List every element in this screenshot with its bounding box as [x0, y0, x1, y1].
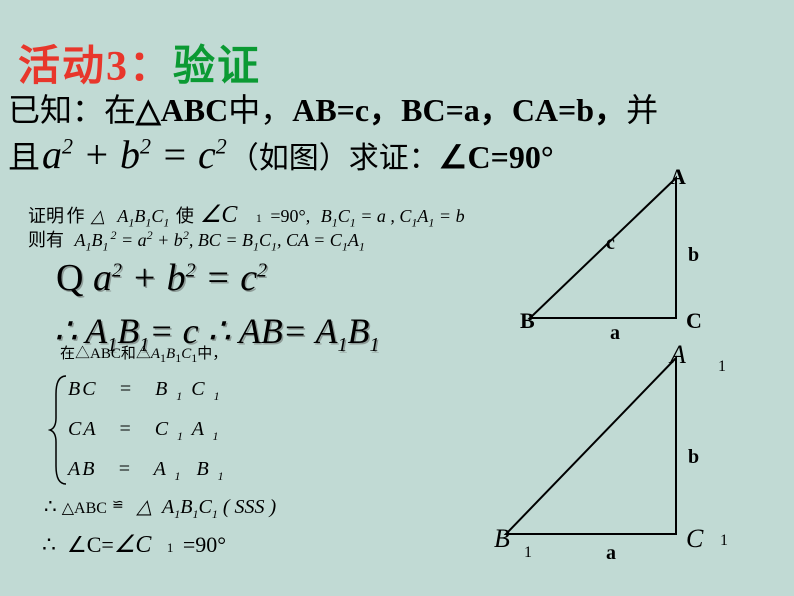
proof-delta: △ [91, 206, 105, 226]
tri2-C-sub: 1 [720, 532, 728, 550]
tri1-B: B [520, 308, 535, 334]
proof-make-angle: 使 ∠C [176, 206, 238, 226]
given-bc: BC=a， [401, 92, 512, 128]
brace-equations: BC = B 1 C 1 CA = C 1 A 1 AB = A 1 B 1 [68, 378, 226, 498]
tri2-a: a [606, 542, 616, 565]
proof-line2-math: A1B12 = a2 + b2, BC = B1C1, CA = C1A1 [75, 230, 365, 250]
slide-title: 活动3：验证 [18, 32, 261, 93]
given-ca: CA=b， [512, 92, 626, 128]
triangle-2 [506, 358, 676, 534]
given-line1: 已知：在△ABC中，AB=c，BC=a，CA=b，并 [8, 90, 658, 130]
given-and: 且 [8, 137, 40, 177]
tri1-a: a [610, 322, 620, 345]
tri1-b: b [688, 244, 699, 267]
brace-row-1: BC = B 1 C 1 [68, 378, 226, 404]
given-ab: AB=c， [292, 92, 401, 128]
to-prove: ∠C=90° [439, 137, 554, 177]
congruence-line: ∴ △ABC ≌ △ A1B1C1 ( SSS ) [44, 494, 276, 522]
proof-then: 则有 [28, 230, 64, 250]
tri2-C: C [686, 524, 703, 554]
given-asfig: （如图）求证： [229, 140, 439, 178]
proof-eq90: =90°, [270, 206, 310, 226]
main-formula: a2 + b2 = c2 [42, 130, 227, 180]
tri1-C: C [686, 308, 702, 334]
proof-bc-eq: B1C1 = a , C1A1 = b [321, 206, 465, 226]
proof-sub1: 1 [256, 211, 262, 225]
given-statement: 已知：在△ABC中，AB=c，BC=a，CA=b，并 且 a2 + b2 = c… [8, 90, 658, 180]
tri2-b: b [688, 446, 699, 469]
tri2-B-sub: 1 [524, 544, 532, 562]
in-triangles: 在△ABC和△A1B1C1中， [60, 342, 227, 366]
tri2-A-sub: 1 [718, 358, 726, 376]
given-pre: 已知：在 [8, 92, 136, 128]
tri1-c: c [606, 232, 615, 255]
title-prefix: 活动3： [18, 44, 173, 90]
proof-label: 证明 [28, 206, 64, 226]
proof-abc1: A1B1C1 [117, 206, 169, 226]
given-line2: 且 a2 + b2 = c2 （如图）求证： ∠C=90° [8, 130, 658, 180]
brace-row-2: CA = C 1 A 1 [68, 418, 226, 444]
tri1-A: A [670, 164, 686, 190]
tri2-A: A [670, 340, 686, 370]
given-tail: 并 [626, 92, 658, 128]
since-line: Q a2 + b2 = c2 [56, 256, 267, 300]
brace-row-3: AB = A 1 B 1 [68, 458, 226, 484]
title-verify: 验证 [173, 44, 261, 90]
tri2-B: B [494, 524, 510, 554]
triangle-1 [530, 178, 676, 318]
proof-make: 作 [67, 206, 85, 226]
final-line: ∴ ∠C=∠C 1 =90° [42, 530, 226, 559]
proof-line-2: 则有 A1B12 = a2 + b2, BC = B1C1, CA = C1A1 [28, 226, 365, 255]
given-tri: △ABC [136, 92, 228, 128]
given-mid: 中， [228, 92, 292, 128]
